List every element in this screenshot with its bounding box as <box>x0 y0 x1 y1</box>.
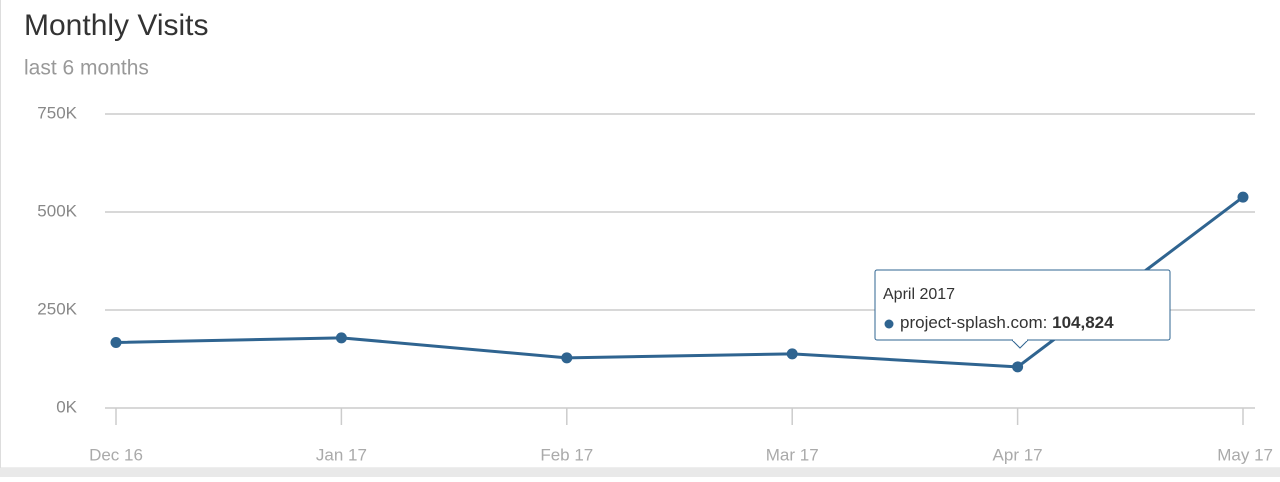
tooltip: April 2017 project-splash.com: 104,824 <box>875 270 1170 348</box>
tooltip-swatch <box>885 320 894 329</box>
card <box>1 0 1280 468</box>
point <box>1012 361 1023 372</box>
tooltip-series: project-splash.com: 104,824 <box>900 313 1114 332</box>
x-tick-label: Feb 17 <box>540 445 593 464</box>
x-tick-label: Dec 16 <box>89 445 143 464</box>
x-tick-label: Apr 17 <box>993 445 1043 464</box>
x-tick-label: Jan 17 <box>316 445 367 464</box>
point <box>111 337 122 348</box>
x-tick-label: Mar 17 <box>766 445 819 464</box>
y-tick-label: 0K <box>56 397 77 416</box>
y-tick-label: 750K <box>37 103 77 122</box>
tooltip-value: 104,824 <box>1052 313 1114 332</box>
point <box>787 348 798 359</box>
point <box>1238 192 1249 203</box>
point <box>336 332 347 343</box>
card-shadow <box>0 468 1280 477</box>
x-tick-label: May 17 <box>1217 445 1273 464</box>
tooltip-title: April 2017 <box>883 286 955 303</box>
tooltip-series-label: project-splash.com: <box>900 313 1047 332</box>
chart-title: Monthly Visits <box>24 9 209 42</box>
y-tick-label: 250K <box>37 299 77 318</box>
chart-subtitle: last 6 months <box>24 57 149 80</box>
y-tick-label: 500K <box>37 201 77 220</box>
point <box>561 352 572 363</box>
